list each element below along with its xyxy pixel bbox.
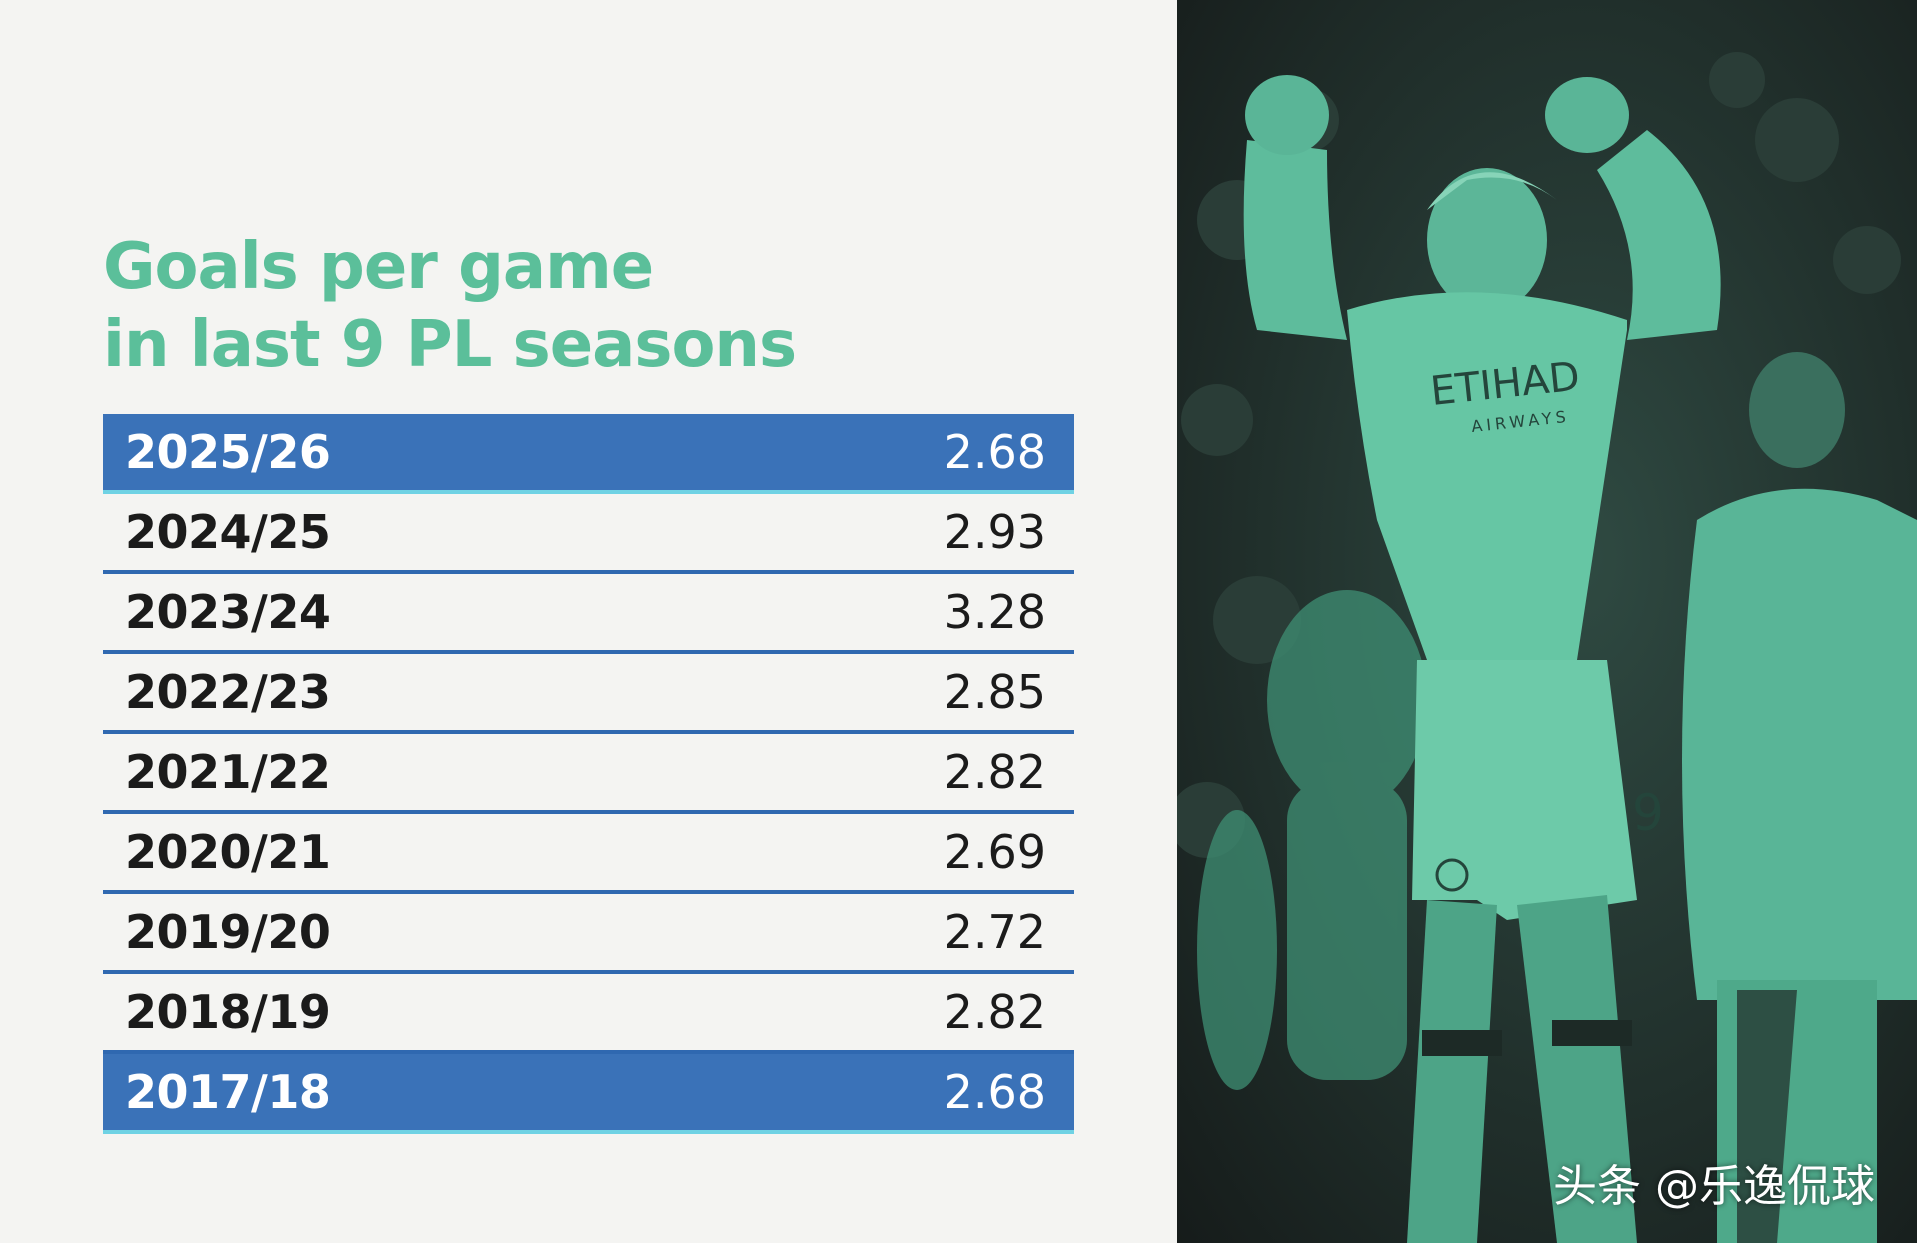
- player-photo: ETIHAD AIRWAYS 9 头条 @乐逸侃球: [1177, 0, 1917, 1243]
- shorts-number: 9: [1632, 784, 1664, 842]
- table-row: 2018/19 2.82: [103, 974, 1074, 1054]
- chart-title-line-1: Goals per game: [103, 230, 654, 304]
- stats-table: 2025/26 2.68 2024/25 2.93 2023/24 3.28 2022/23…: [103, 414, 1074, 1134]
- goals-per-game-value: 2.82: [943, 745, 1046, 799]
- table-row: 2019/20 2.72: [103, 894, 1074, 974]
- season-label: 2025/26: [125, 425, 331, 479]
- main-player: [1243, 75, 1721, 1243]
- goals-per-game-value: 3.28: [943, 585, 1046, 639]
- season-label: 2019/20: [125, 905, 331, 959]
- season-label: 2022/23: [125, 665, 331, 719]
- season-label: 2023/24: [125, 585, 331, 639]
- season-label: 2017/18: [125, 1065, 331, 1119]
- goals-per-game-value: 2.85: [943, 665, 1046, 719]
- player-photo-illustration: ETIHAD AIRWAYS 9: [1177, 0, 1917, 1243]
- background-player-left: [1197, 590, 1427, 1090]
- season-label: 2020/21: [125, 825, 331, 879]
- table-row: 2022/23 2.85: [103, 654, 1074, 734]
- infographic-panel: Goals per game in last 9 PL seasons 2025…: [103, 228, 1074, 1134]
- goals-per-game-value: 2.68: [943, 1065, 1046, 1119]
- table-row-highlighted: 2025/26 2.68: [103, 414, 1074, 494]
- season-label: 2021/22: [125, 745, 331, 799]
- season-label: 2018/19: [125, 985, 331, 1039]
- season-label: 2024/25: [125, 505, 331, 559]
- club-crest-icon: [1435, 858, 1469, 892]
- table-row: 2021/22 2.82: [103, 734, 1074, 814]
- table-row: 2020/21 2.69: [103, 814, 1074, 894]
- chart-title-line-2: in last 9 PL seasons: [103, 308, 797, 382]
- table-row-highlighted: 2017/18 2.68: [103, 1054, 1074, 1134]
- table-row: 2024/25 2.93: [103, 494, 1074, 574]
- watermark: 头条 @乐逸侃球: [1553, 1161, 1875, 1212]
- goals-per-game-value: 2.69: [943, 825, 1046, 879]
- goals-per-game-value: 2.72: [943, 905, 1046, 959]
- goals-per-game-value: 2.82: [943, 985, 1046, 1039]
- chart-title: Goals per game in last 9 PL seasons: [103, 228, 797, 384]
- goals-per-game-value: 2.68: [943, 425, 1046, 479]
- table-row: 2023/24 3.28: [103, 574, 1074, 654]
- teammate-right: [1682, 352, 1917, 1243]
- goals-per-game-value: 2.93: [943, 505, 1046, 559]
